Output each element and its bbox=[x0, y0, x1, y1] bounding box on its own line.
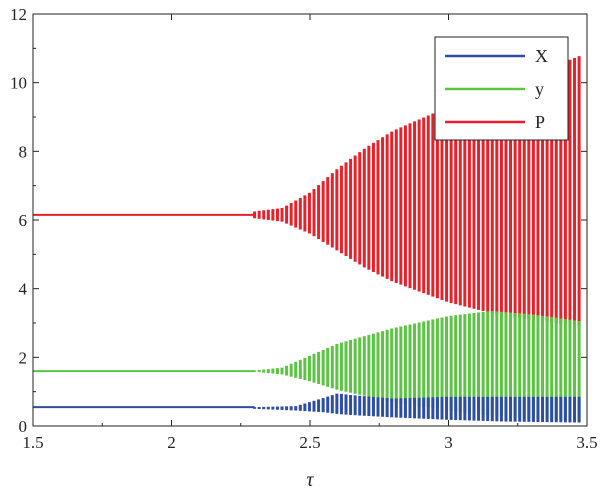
x-tick-label: 2 bbox=[167, 433, 176, 452]
y-tick-label: 8 bbox=[19, 142, 28, 161]
legend-label-y: y bbox=[535, 79, 544, 99]
y-tick-label: 4 bbox=[19, 280, 28, 299]
y-tick-label: 6 bbox=[19, 211, 28, 230]
series-X-group bbox=[33, 393, 581, 423]
x-axis-title: τ bbox=[306, 469, 314, 491]
x-tick-label: 1.5 bbox=[22, 433, 43, 452]
axis-ticks bbox=[32, 13, 588, 427]
x-tick-label: 2.5 bbox=[299, 433, 320, 452]
y-tick-label: 2 bbox=[19, 348, 28, 367]
y-tick-label: 0 bbox=[19, 417, 28, 436]
legend-label-P: P bbox=[535, 112, 545, 132]
x-tick-label: 3 bbox=[444, 433, 453, 452]
y-tick-label: 12 bbox=[10, 5, 27, 24]
x-tick-label: 3.5 bbox=[576, 433, 597, 452]
axis-tick-labels: 1.5 2 2.5 3 3.5 0 2 4 6 8 10 12 bbox=[10, 5, 598, 452]
legend-label-X: X bbox=[535, 46, 548, 66]
y-tick-label: 10 bbox=[10, 74, 27, 93]
legend: XyP bbox=[434, 36, 569, 141]
